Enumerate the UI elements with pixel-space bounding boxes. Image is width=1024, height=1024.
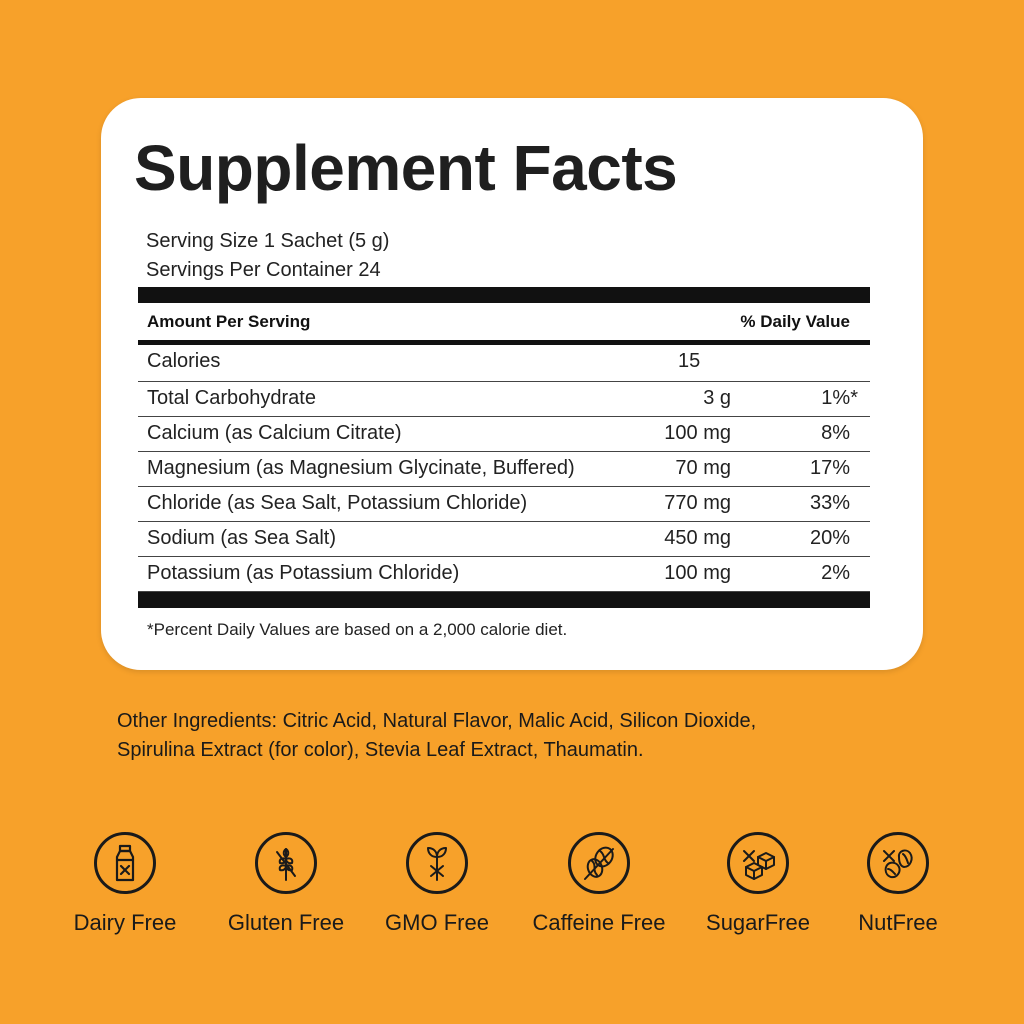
nutrient-amount: 770 mg (664, 492, 731, 514)
serving-size: Serving Size 1 Sachet (5 g) (146, 230, 390, 252)
badge-label: Gluten Free (227, 910, 345, 935)
serving-info: Serving Size 1 Sachet (5 g) Servings Per… (146, 227, 389, 285)
badge-gluten-free: Gluten Free (211, 832, 361, 936)
nutrient-dv: 33% (809, 492, 850, 514)
badge-circle (568, 832, 630, 894)
badge-circle (406, 832, 468, 894)
wheat-icon (276, 848, 296, 881)
badge-circle (94, 832, 156, 894)
divider-thick (138, 287, 870, 303)
divider-thick-bottom (138, 592, 870, 608)
nutrient-name: Chloride (as Sea Salt, Potassium Chlorid… (147, 492, 528, 514)
badge-label: SugarFree (706, 910, 810, 935)
nutrient-amount: 100 mg (664, 422, 731, 444)
badge-label: NutFree (858, 910, 938, 935)
nutrient-name: Potassium (as Potassium Chloride) (147, 562, 460, 584)
badge-circle (727, 832, 789, 894)
nutrient-name: Magnesium (as Magnesium Glycinate, Buffe… (147, 457, 575, 479)
milk-bottle-icon (115, 844, 135, 882)
table-row: Magnesium (as Magnesium Glycinate, Buffe… (138, 452, 870, 487)
nutrient-name: Total Carbohydrate (147, 387, 316, 409)
nutrient-amount: 100 mg (664, 562, 731, 584)
free-from-badges: Dairy Free Gluten Free (0, 832, 1024, 952)
plant-icon (427, 847, 447, 881)
supplement-facts-card: Supplement Facts Serving Size 1 Sachet (… (101, 98, 923, 670)
nutrient-dv: 2% (821, 562, 850, 584)
table-row: Potassium (as Potassium Chloride) 100 mg… (138, 557, 870, 592)
nut-icon (883, 849, 913, 879)
badge-circle (255, 832, 317, 894)
sugar-cube-icon (743, 850, 775, 880)
nutrient-dv: 17% (809, 457, 850, 479)
badge-label: Caffeine Free (532, 910, 666, 935)
nutrient-amount: 15 (678, 350, 701, 372)
footnote: *Percent Daily Values are based on a 2,0… (147, 620, 568, 639)
badge-dairy-free: Dairy Free (50, 832, 200, 936)
nutrient-dv: 20% (809, 527, 850, 549)
table-row: Total Carbohydrate 3 g 1%* (138, 382, 870, 417)
table-row: Calcium (as Calcium Citrate) 100 mg 8% (138, 417, 870, 452)
badge-gmo-free: GMO Free (362, 832, 512, 936)
badge-label: GMO Free (385, 910, 489, 935)
nutrient-dv: 8% (821, 422, 850, 444)
badge-circle (867, 832, 929, 894)
header-daily-value: % Daily Value (740, 311, 850, 331)
nutrient-name: Sodium (as Sea Salt) (147, 527, 336, 549)
nutrient-dv: 1%* (821, 387, 858, 409)
nutrient-amount: 70 mg (675, 457, 731, 479)
header-amount: Amount Per Serving (147, 311, 311, 331)
facts-table: Amount Per Serving % Daily Value Calorie… (138, 287, 870, 640)
badge-caffeine-free: Caffeine Free (524, 832, 674, 936)
nutrient-amount: 450 mg (664, 527, 731, 549)
badge-sugar-free: SugarFree (683, 832, 833, 936)
other-ingredients: Other Ingredients: Citric Acid, Natural … (117, 707, 957, 765)
nutrient-name: Calories (147, 350, 221, 372)
table-header: Amount Per Serving % Daily Value (138, 303, 870, 340)
nutrient-name: Calcium (as Calcium Citrate) (147, 422, 402, 444)
table-row: Chloride (as Sea Salt, Potassium Chlorid… (138, 487, 870, 522)
badge-label: Dairy Free (73, 910, 177, 935)
ingredients-line: Other Ingredients: Citric Acid, Natural … (117, 710, 757, 732)
nutrient-amount: 3 g (703, 387, 731, 409)
page-title: Supplement Facts (134, 132, 678, 204)
servings-per-container: Servings Per Container 24 (146, 259, 381, 281)
table-row: Sodium (as Sea Salt) 450 mg 20% (138, 522, 870, 557)
divider-medium (138, 340, 870, 345)
ingredients-line: Spirulina Extract (for color), Stevia Le… (117, 739, 644, 761)
coffee-bean-icon (584, 846, 614, 880)
badge-nut-free: NutFree (823, 832, 973, 936)
table-row: Calories 15 (138, 345, 870, 382)
